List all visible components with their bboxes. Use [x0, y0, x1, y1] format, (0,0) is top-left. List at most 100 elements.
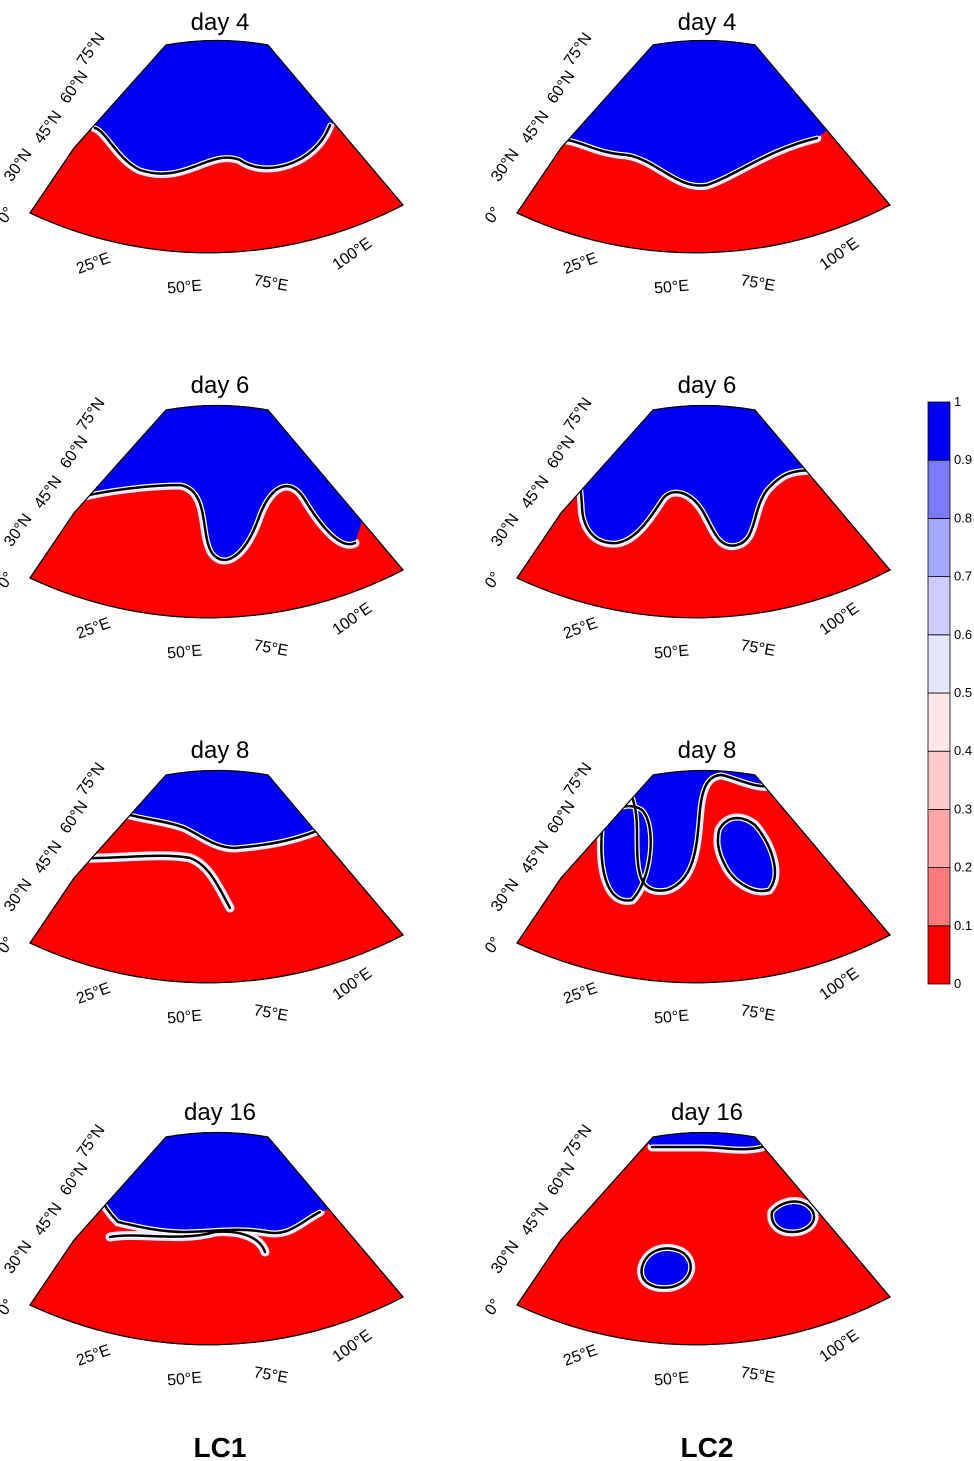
lon-label: 100°E [330, 1327, 376, 1366]
sector-map [29, 404, 404, 619]
map-panel-lc2-d16: day 16 75°N60°N45°N30°N 0° 25°E 50°E 75°E 100°… [482, 1099, 891, 1390]
lon-label: 50°E [166, 1008, 202, 1028]
sector-map [516, 404, 891, 619]
sector-border [516, 769, 891, 984]
lat-label: 45°N [518, 108, 552, 147]
map-panel-lc2-d6: day 6 75°N60°N45°N30°N 0° 25°E 50°E 75°E 100°E [482, 372, 891, 663]
lat-label: 60°N [57, 1160, 91, 1199]
red-field [516, 1131, 891, 1346]
colorbar-tick-label: 0.7 [954, 569, 972, 584]
panel-title: day 16 [671, 1099, 743, 1126]
colorbar: 0 0.1 0.2 0.3 0.4 0.5 0.6 0.7 0.8 0.9 1 [927, 394, 972, 991]
lon-label: 100°E [330, 235, 376, 274]
lat-label: 45°N [518, 1200, 552, 1239]
sector-border [29, 39, 404, 254]
lon-label: 75°E [252, 272, 289, 295]
sector-border [516, 39, 891, 254]
lon-label: 25°E [561, 615, 600, 643]
lon-label: 100°E [817, 235, 863, 274]
lat-label: 75°N [74, 30, 108, 69]
lon-label: 50°E [653, 278, 689, 298]
sector-border [29, 769, 404, 984]
lon-label: 75°E [739, 272, 776, 295]
lat-label: 60°N [544, 68, 578, 107]
lat-label: 0° [0, 934, 18, 956]
map-panel-lc1-d8: day 8 75°N60°N45°N30°N 0° 25°E 50°E 75°E 100°E [0, 737, 404, 1028]
colorbar-tick-label: 0 [954, 976, 961, 991]
lat-label: 60°N [544, 1160, 578, 1199]
lat-label: 75°N [561, 760, 595, 799]
blue-field [60, 770, 380, 848]
colorbar-tick-label: 0.8 [954, 510, 972, 525]
lat-label: 30°N [488, 876, 522, 915]
lat-label: 75°N [561, 1122, 595, 1161]
lat-label: 30°N [1, 146, 35, 185]
lat-label: 60°N [57, 68, 91, 107]
lat-label: 75°N [561, 30, 595, 69]
lat-label: 75°N [74, 760, 108, 799]
lon-label: 50°E [653, 1008, 689, 1028]
lat-label: 60°N [57, 433, 91, 472]
lon-label: 25°E [74, 980, 113, 1008]
lat-label: 60°N [544, 433, 578, 472]
lon-label: 25°E [74, 615, 113, 643]
column-label-lc1: LC1 [194, 1432, 247, 1461]
sector-map [29, 1131, 404, 1346]
lon-label: 75°E [252, 1002, 289, 1025]
colorbar-tick-label: 0.1 [954, 918, 972, 933]
lon-label: 100°E [330, 965, 376, 1004]
lon-label: 50°E [166, 1370, 202, 1390]
lon-label: 100°E [817, 965, 863, 1004]
blue-field [641, 1248, 691, 1288]
colorbar-segment [927, 867, 951, 927]
lat-label: 45°N [31, 108, 65, 147]
map-panel-lc1-d16: day 16 75°N60°N45°N30°N 0° 25°E 50°E 75°E 100°… [0, 1099, 404, 1390]
map-panel-lc2-d4: day 4 75°N60°N45°N30°N 0° 25°E 50°E 75°E 100°E [482, 9, 891, 298]
lat-label: 45°N [31, 1200, 65, 1239]
colorbar-segment [927, 459, 951, 519]
colorbar-tick-label: 1 [954, 394, 961, 409]
lat-label: 45°N [518, 838, 552, 877]
lat-label: 0° [482, 204, 505, 226]
colorbar-segment [927, 750, 951, 810]
panel-title: day 6 [191, 372, 250, 399]
sector-map [516, 769, 891, 984]
colorbar-segment [927, 692, 951, 752]
panel-title: day 4 [191, 9, 250, 36]
lon-label: 100°E [817, 600, 863, 639]
lat-label: 75°N [74, 395, 108, 434]
lat-label: 60°N [544, 798, 578, 837]
colorbar-segment [927, 925, 951, 985]
lat-label: 0° [0, 569, 18, 591]
lat-label: 0° [0, 204, 18, 226]
lat-label: 0° [482, 1296, 505, 1318]
lon-label: 75°E [739, 637, 776, 660]
contour-line [98, 1195, 322, 1254]
sector-border [29, 404, 404, 619]
lat-label: 30°N [488, 146, 522, 185]
lon-label: 25°E [74, 250, 113, 278]
lon-label: 100°E [817, 1327, 863, 1366]
lat-label: 30°N [1, 876, 35, 915]
lon-label: 25°E [561, 250, 600, 278]
contour-line [565, 136, 819, 187]
lat-label: 75°N [561, 395, 595, 434]
sector-map [29, 769, 404, 984]
panel-title: day 6 [678, 372, 737, 399]
lat-label: 30°N [1, 511, 35, 550]
map-panel-lc1-d4: day 4 75°N60°N45°N30°N 0° 25°E 50°E 75°E 100°E [0, 9, 404, 298]
colorbar-tick-label: 0.9 [954, 452, 972, 467]
lon-label: 75°E [252, 1364, 289, 1387]
panel-title: day 8 [191, 737, 250, 764]
lat-label: 0° [482, 569, 505, 591]
column-label-lc2: LC2 [681, 1432, 734, 1461]
sector-map [516, 39, 891, 254]
lon-label: 50°E [166, 643, 202, 663]
lat-label: 0° [0, 1296, 18, 1318]
colorbar-tick-label: 0.3 [954, 801, 972, 816]
colorbar-segment [927, 634, 951, 694]
panel-title: day 4 [678, 9, 737, 36]
colorbar-tick-label: 0.2 [954, 860, 972, 875]
lon-label: 100°E [330, 600, 376, 639]
